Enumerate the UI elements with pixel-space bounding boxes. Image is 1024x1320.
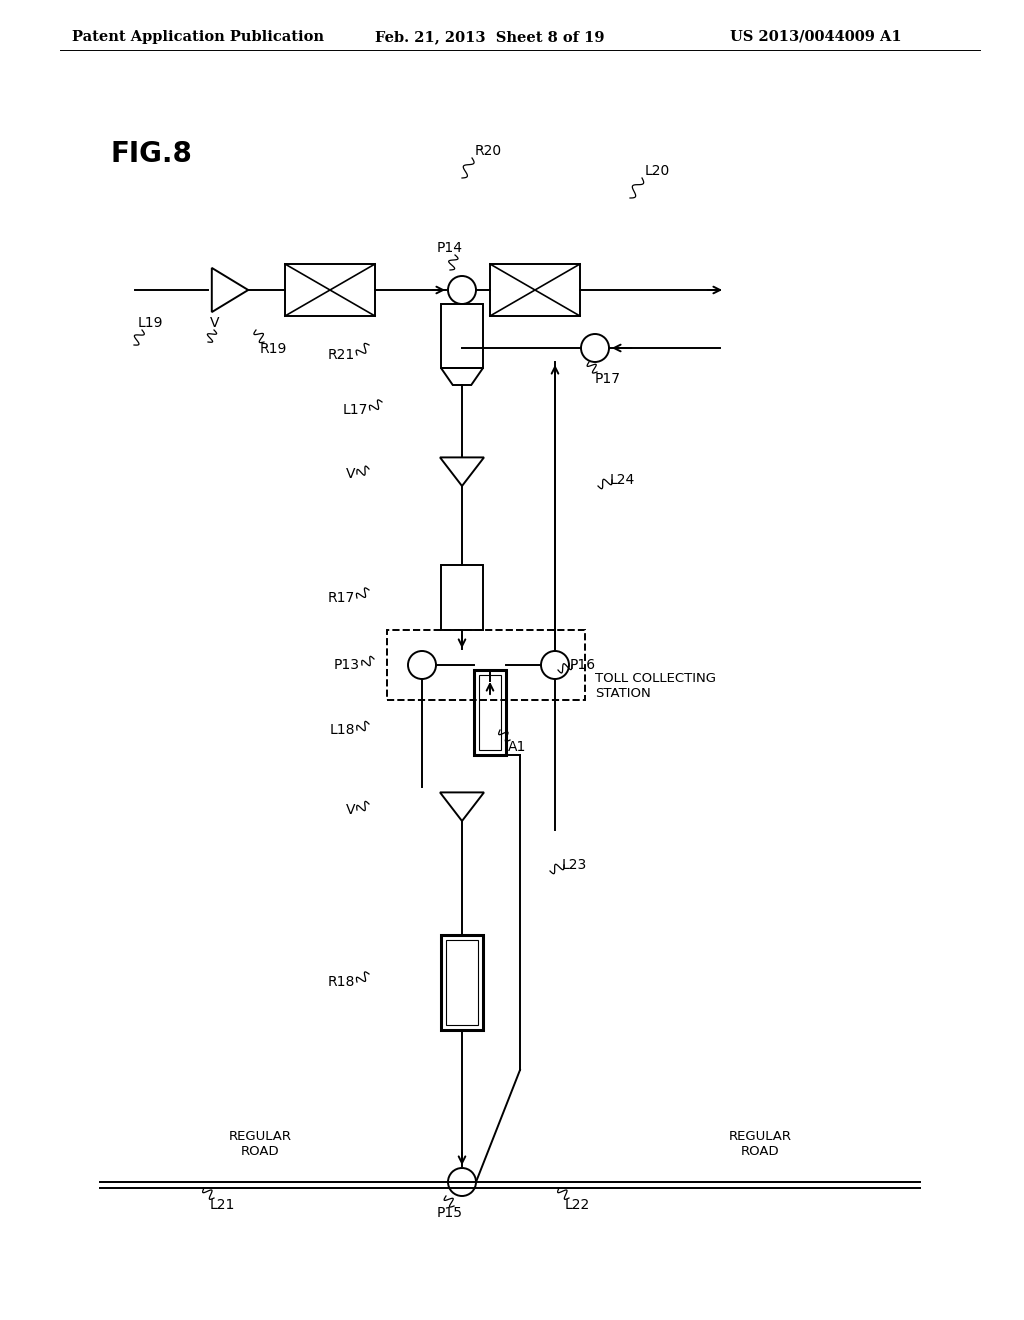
Text: L18: L18: [330, 723, 355, 737]
Bar: [474, 671, 506, 755]
Bar: [387, 630, 585, 700]
Bar: [441, 565, 483, 630]
Text: A1: A1: [508, 741, 526, 754]
Bar: [446, 940, 478, 1026]
Text: L20: L20: [645, 164, 671, 178]
Text: P16: P16: [570, 657, 596, 672]
Bar: [285, 264, 375, 315]
Bar: [441, 935, 483, 1030]
Bar: [479, 675, 501, 750]
Text: L24: L24: [610, 473, 635, 487]
Text: L22: L22: [565, 1199, 590, 1212]
Text: P14: P14: [437, 242, 463, 255]
Text: R20: R20: [475, 144, 502, 158]
Text: R21: R21: [328, 348, 355, 362]
Text: L23: L23: [562, 858, 587, 873]
Text: P17: P17: [595, 372, 621, 385]
Text: L21: L21: [210, 1199, 236, 1212]
Text: V: V: [345, 803, 355, 817]
Text: FIG.8: FIG.8: [110, 140, 191, 168]
Text: Patent Application Publication: Patent Application Publication: [72, 30, 324, 44]
Text: US 2013/0044009 A1: US 2013/0044009 A1: [730, 30, 901, 44]
Text: L17: L17: [343, 403, 368, 417]
Text: R19: R19: [260, 342, 288, 356]
Text: REGULAR
ROAD: REGULAR ROAD: [728, 1130, 792, 1158]
Text: P15: P15: [437, 1206, 463, 1220]
Text: Feb. 21, 2013  Sheet 8 of 19: Feb. 21, 2013 Sheet 8 of 19: [375, 30, 604, 44]
Text: TOLL COLLECTING
STATION: TOLL COLLECTING STATION: [595, 672, 716, 700]
Text: P13: P13: [334, 657, 360, 672]
Text: REGULAR
ROAD: REGULAR ROAD: [228, 1130, 292, 1158]
Text: V: V: [345, 467, 355, 480]
Text: V: V: [210, 315, 219, 330]
Bar: [490, 264, 580, 315]
Text: R17: R17: [328, 591, 355, 605]
Text: R18: R18: [328, 975, 355, 989]
Text: L19: L19: [138, 315, 164, 330]
Bar: [441, 304, 483, 368]
